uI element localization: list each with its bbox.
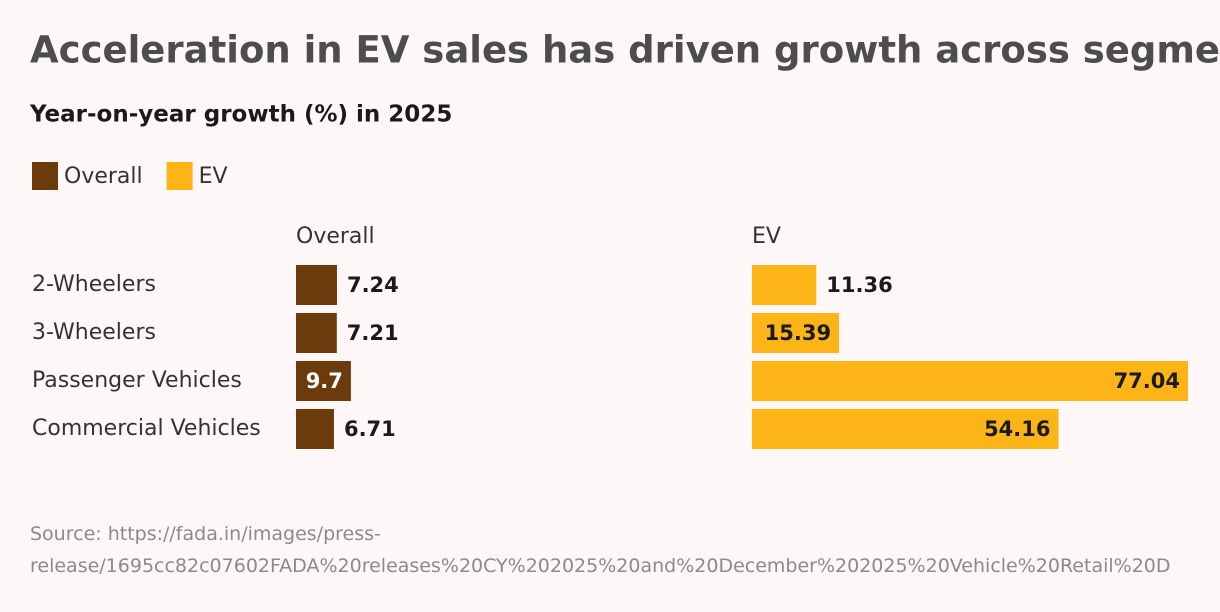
bar — [296, 409, 334, 449]
value-label: 9.7 — [306, 369, 343, 393]
category-label: 3-Wheelers — [32, 320, 156, 345]
bar — [752, 265, 817, 305]
panel-header: EV — [752, 224, 781, 249]
bar — [296, 265, 337, 305]
value-label: 6.71 — [344, 417, 396, 441]
legend-swatch — [166, 162, 193, 190]
category-label: Passenger Vehicles — [32, 368, 242, 393]
legend-label: Overall — [64, 164, 143, 189]
bar — [752, 313, 840, 353]
bar — [296, 313, 337, 353]
value-label: 11.36 — [826, 273, 892, 297]
legend-label: EV — [199, 164, 228, 189]
value-label: 7.21 — [347, 321, 399, 345]
bar — [296, 361, 351, 401]
value-label: 54.16 — [984, 417, 1050, 441]
chart-subtitle: Year-on-year growth (%) in 2025 — [29, 102, 452, 128]
value-label: 77.04 — [1114, 369, 1180, 393]
bar — [752, 361, 1188, 401]
source-note: Source: https://fada.in/images/press-rel… — [30, 523, 1171, 577]
bar — [752, 409, 1059, 449]
panel-header: Overall — [296, 224, 375, 249]
value-label: 15.39 — [765, 321, 831, 345]
legend-swatch — [32, 162, 58, 190]
value-label: 7.24 — [347, 273, 399, 297]
category-label: 2-Wheelers — [32, 272, 156, 297]
category-label: Commercial Vehicles — [32, 416, 261, 441]
chart-title: Acceleration in EV sales has driven grow… — [30, 29, 1220, 72]
